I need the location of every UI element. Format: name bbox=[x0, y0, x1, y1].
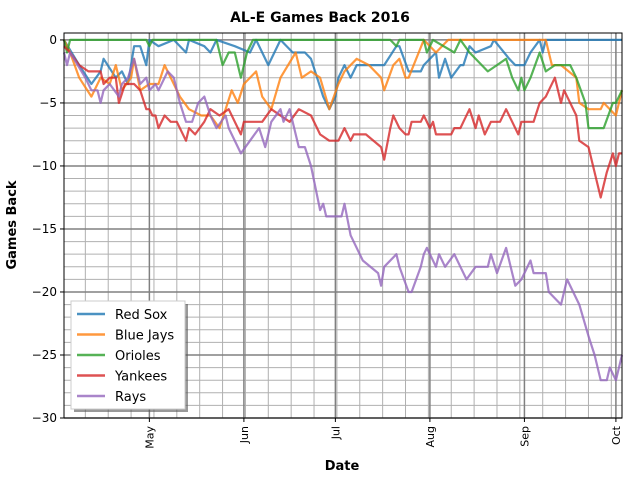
legend: Red Sox Blue Jays Orioles Yankees Rays bbox=[70, 300, 188, 412]
legend-label: Yankees bbox=[114, 370, 167, 385]
plot-frame bbox=[63, 32, 623, 419]
series-line-rays bbox=[62, 51, 624, 382]
y-tick-label: −10 bbox=[32, 159, 57, 173]
x-axis-label: Date bbox=[325, 459, 360, 474]
y-axis-label: Games Back bbox=[5, 180, 20, 269]
x-tick-label: Sep bbox=[518, 426, 531, 447]
series-line-yankees bbox=[63, 45, 622, 199]
series-line-orioles bbox=[62, 38, 623, 130]
y-tick-label: 0 bbox=[49, 33, 57, 47]
x-tick-label: Jun bbox=[238, 426, 251, 444]
legend-label: Blue Jays bbox=[115, 329, 174, 344]
y-tick-label: −5 bbox=[39, 96, 57, 110]
x-tick-label: Jul bbox=[329, 426, 342, 440]
y-tick-label: −20 bbox=[32, 285, 57, 299]
x-tick-label: Aug bbox=[424, 426, 437, 447]
legend-label: Rays bbox=[115, 390, 146, 405]
y-tick-label: −30 bbox=[32, 411, 57, 425]
legend-label: Red Sox bbox=[115, 308, 168, 323]
y-tick-label: −25 bbox=[32, 348, 57, 362]
x-tick-label: May bbox=[143, 426, 156, 449]
chart-title: AL-E Games Back 2016 bbox=[230, 10, 410, 26]
series-lines bbox=[62, 38, 624, 382]
x-tick-label: Oct bbox=[610, 425, 623, 445]
y-tick-label: −15 bbox=[32, 222, 57, 236]
y-axis-ticks: 0 −5 −10 −15 −20 −25 −30 bbox=[32, 33, 64, 425]
legend-label: Orioles bbox=[115, 349, 161, 364]
x-axis-ticks: May Jun Jul Aug Sep Oct bbox=[143, 418, 623, 449]
